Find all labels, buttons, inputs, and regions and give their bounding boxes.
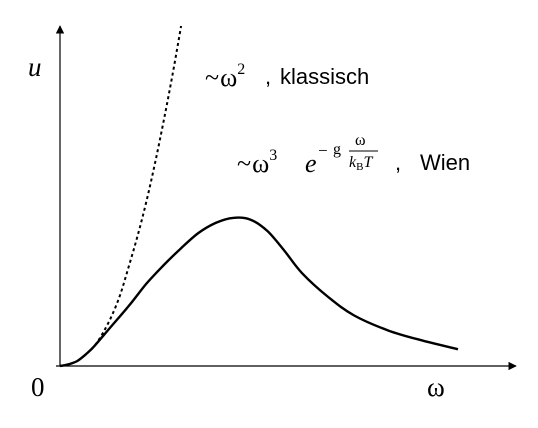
wien-frac-k: k [349,154,357,171]
wien-exponent: 3 [269,147,277,164]
svg-text:kBT: kBT [349,154,373,173]
wien-exp-sign: − [318,141,328,160]
classical-exponent: 2 [237,61,245,78]
wien-annotation: ~ω3 e − g ω kBT , Wien [237,132,470,178]
wien-frac-num: ω [355,132,366,149]
wien-series-line [59,216,459,368]
y-axis-label: u [28,52,42,82]
svg-text:~ω3: ~ω3 [237,147,277,178]
wien-tilde: ~ [237,149,251,178]
wien-frac-sub: B [356,161,363,173]
classical-tilde: ~ [205,63,219,92]
classical-omega: ω [220,63,237,92]
x-axis-label: ω [427,372,445,402]
wien-separator: , [395,150,401,175]
svg-text:~ω2: ~ω2 [205,61,245,92]
origin-label: 0 [31,372,45,402]
classical-annotation: ~ω2 , klassisch [205,61,369,92]
wien-e: e [305,149,317,178]
classical-label: klassisch [280,64,369,89]
wien-omega: ω [252,149,269,178]
classical-series-line [59,25,183,367]
classical-separator: , [265,64,271,89]
wien-frac-t: T [363,154,373,171]
wien-exp-g: g [333,141,341,158]
wien-label: Wien [420,150,470,175]
